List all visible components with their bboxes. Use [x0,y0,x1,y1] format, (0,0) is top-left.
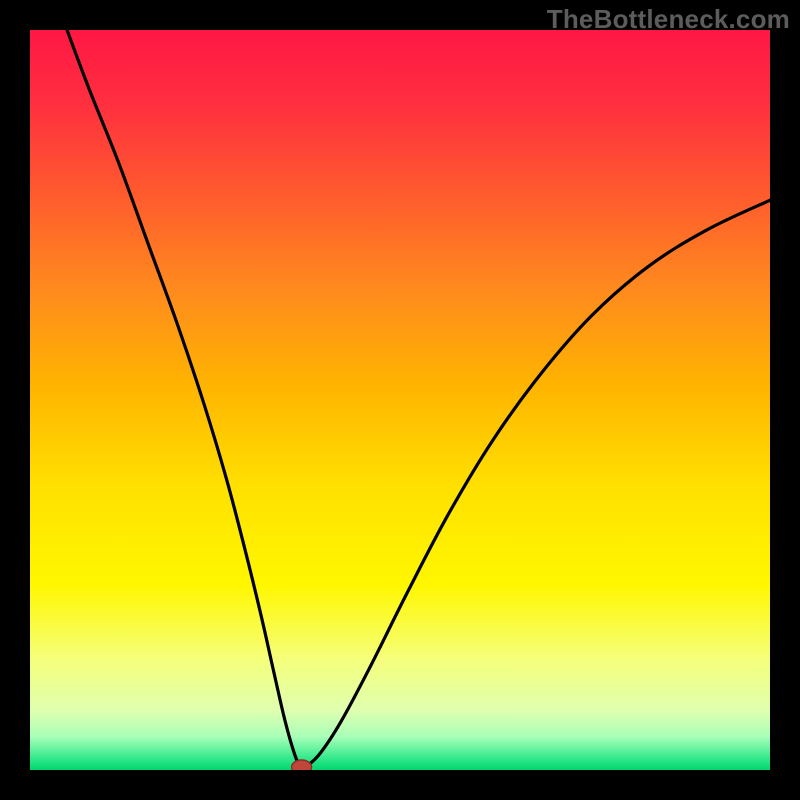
curve-right-branch [302,200,770,770]
chart-frame: TheBottleneck.com [0,0,800,800]
bottleneck-curve [30,30,770,770]
plot-area [30,30,770,770]
curve-left-branch [67,30,302,770]
vertex-marker [292,760,312,770]
